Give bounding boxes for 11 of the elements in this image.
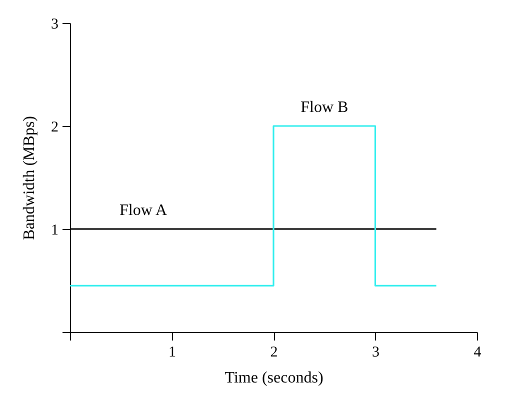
y-axis-title: Bandwidth (MBps)	[21, 116, 38, 240]
y-tick-label: 1	[51, 222, 58, 238]
series-label: Flow B	[300, 99, 348, 116]
x-tick-label: 2	[270, 344, 278, 360]
x-tick-label: 4	[474, 344, 482, 360]
series-label: Flow A	[119, 202, 168, 219]
y-tick-label: 3	[51, 16, 58, 32]
x-tick-label: 1	[168, 344, 176, 360]
x-tick-label: 3	[372, 344, 380, 360]
y-tick-label: 2	[51, 120, 58, 136]
x-axis-title: Time (seconds)	[224, 370, 324, 386]
